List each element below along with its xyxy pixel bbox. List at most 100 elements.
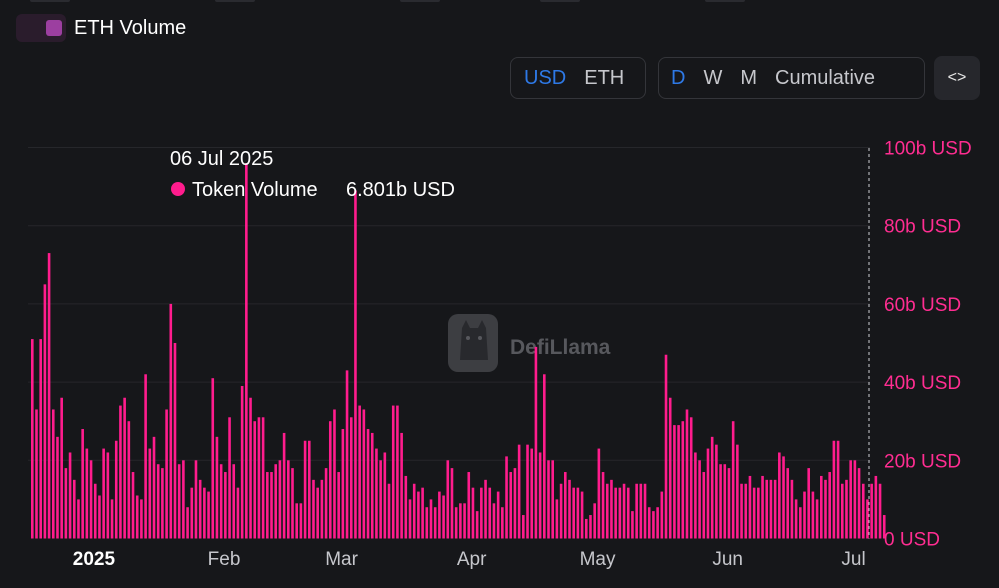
bar[interactable] [417, 491, 420, 539]
bar[interactable] [266, 472, 269, 539]
bar[interactable] [345, 370, 349, 539]
bar[interactable] [786, 468, 790, 539]
bar[interactable] [584, 518, 588, 539]
bar[interactable] [215, 436, 219, 539]
bar[interactable] [492, 503, 496, 539]
bar[interactable] [605, 483, 609, 539]
bar[interactable] [93, 483, 97, 539]
bar[interactable] [643, 483, 647, 539]
bar[interactable] [845, 479, 848, 539]
bar[interactable] [240, 386, 244, 539]
bar[interactable] [51, 409, 55, 539]
bar[interactable] [509, 472, 513, 539]
legend-eth-volume[interactable]: ETH Volume [16, 14, 186, 42]
bar[interactable] [337, 472, 340, 539]
bar[interactable] [505, 456, 508, 539]
bar[interactable] [56, 436, 59, 539]
bar[interactable] [702, 472, 706, 539]
bar[interactable] [740, 483, 743, 539]
bar[interactable] [287, 460, 290, 539]
bar[interactable] [31, 339, 34, 539]
bar[interactable] [832, 440, 836, 539]
bar[interactable] [715, 444, 718, 539]
bar[interactable] [761, 475, 764, 539]
bar[interactable] [668, 397, 672, 539]
bar[interactable] [631, 511, 634, 539]
bar[interactable] [404, 475, 408, 539]
bar[interactable] [282, 432, 286, 539]
bar[interactable] [765, 479, 769, 539]
bar[interactable] [341, 429, 345, 539]
bar[interactable] [127, 421, 131, 539]
bar[interactable] [836, 440, 840, 539]
bar[interactable] [320, 479, 324, 539]
bar[interactable] [559, 483, 563, 539]
bar[interactable] [383, 452, 387, 539]
bar[interactable] [861, 483, 865, 539]
bar[interactable] [517, 444, 521, 539]
bar[interactable] [194, 460, 198, 539]
bar[interactable] [366, 429, 370, 539]
bar[interactable] [626, 487, 630, 539]
bar[interactable] [534, 346, 538, 539]
bar[interactable] [152, 436, 156, 539]
bar[interactable] [165, 409, 168, 539]
bar[interactable] [513, 468, 517, 539]
bar[interactable] [580, 491, 584, 539]
bar[interactable] [114, 440, 118, 539]
bar[interactable] [782, 456, 785, 539]
bar[interactable] [211, 378, 215, 539]
bar[interactable] [450, 468, 454, 539]
bar[interactable] [689, 417, 693, 539]
eth-button[interactable]: ETH [584, 67, 625, 89]
bar[interactable] [589, 515, 592, 539]
bar[interactable] [866, 499, 869, 539]
bar[interactable] [601, 472, 605, 539]
bar[interactable] [660, 491, 664, 539]
bar[interactable] [681, 421, 685, 539]
bar[interactable] [576, 487, 580, 539]
bar[interactable] [731, 421, 735, 539]
bar[interactable] [358, 405, 361, 539]
bar[interactable] [144, 374, 147, 539]
bar[interactable] [484, 479, 487, 539]
bar[interactable] [379, 460, 382, 539]
bar[interactable] [807, 468, 811, 539]
bar[interactable] [799, 507, 802, 539]
bar[interactable] [664, 354, 668, 539]
bar[interactable] [177, 464, 181, 539]
bar[interactable] [303, 440, 307, 539]
bar[interactable] [635, 483, 638, 539]
bar[interactable] [471, 487, 475, 539]
bar[interactable] [131, 472, 135, 539]
bar[interactable] [64, 468, 68, 539]
bar[interactable] [207, 491, 210, 539]
bar[interactable] [396, 405, 399, 539]
bar[interactable] [438, 491, 441, 539]
bar[interactable] [719, 464, 722, 539]
bar[interactable] [454, 507, 458, 539]
bar[interactable] [198, 479, 202, 539]
bar[interactable] [593, 503, 596, 539]
bar[interactable] [387, 483, 391, 539]
bar[interactable] [190, 487, 194, 539]
bar[interactable] [81, 429, 84, 539]
bar[interactable] [727, 468, 731, 539]
bar[interactable] [870, 483, 873, 539]
bar[interactable] [98, 495, 101, 539]
bar[interactable] [261, 417, 265, 539]
bar[interactable] [278, 460, 282, 539]
bar[interactable] [412, 483, 416, 539]
bar[interactable] [186, 507, 189, 539]
bar[interactable] [811, 491, 815, 539]
bar[interactable] [794, 499, 798, 539]
bar[interactable] [706, 448, 710, 539]
bar[interactable] [85, 448, 89, 539]
bar[interactable] [824, 479, 827, 539]
bar[interactable] [572, 487, 575, 539]
weekly-button[interactable]: W [703, 67, 723, 89]
bar[interactable] [77, 499, 80, 539]
bar[interactable] [849, 460, 852, 539]
bar[interactable] [169, 303, 173, 539]
cumulative-button[interactable]: Cumulative [775, 67, 876, 89]
